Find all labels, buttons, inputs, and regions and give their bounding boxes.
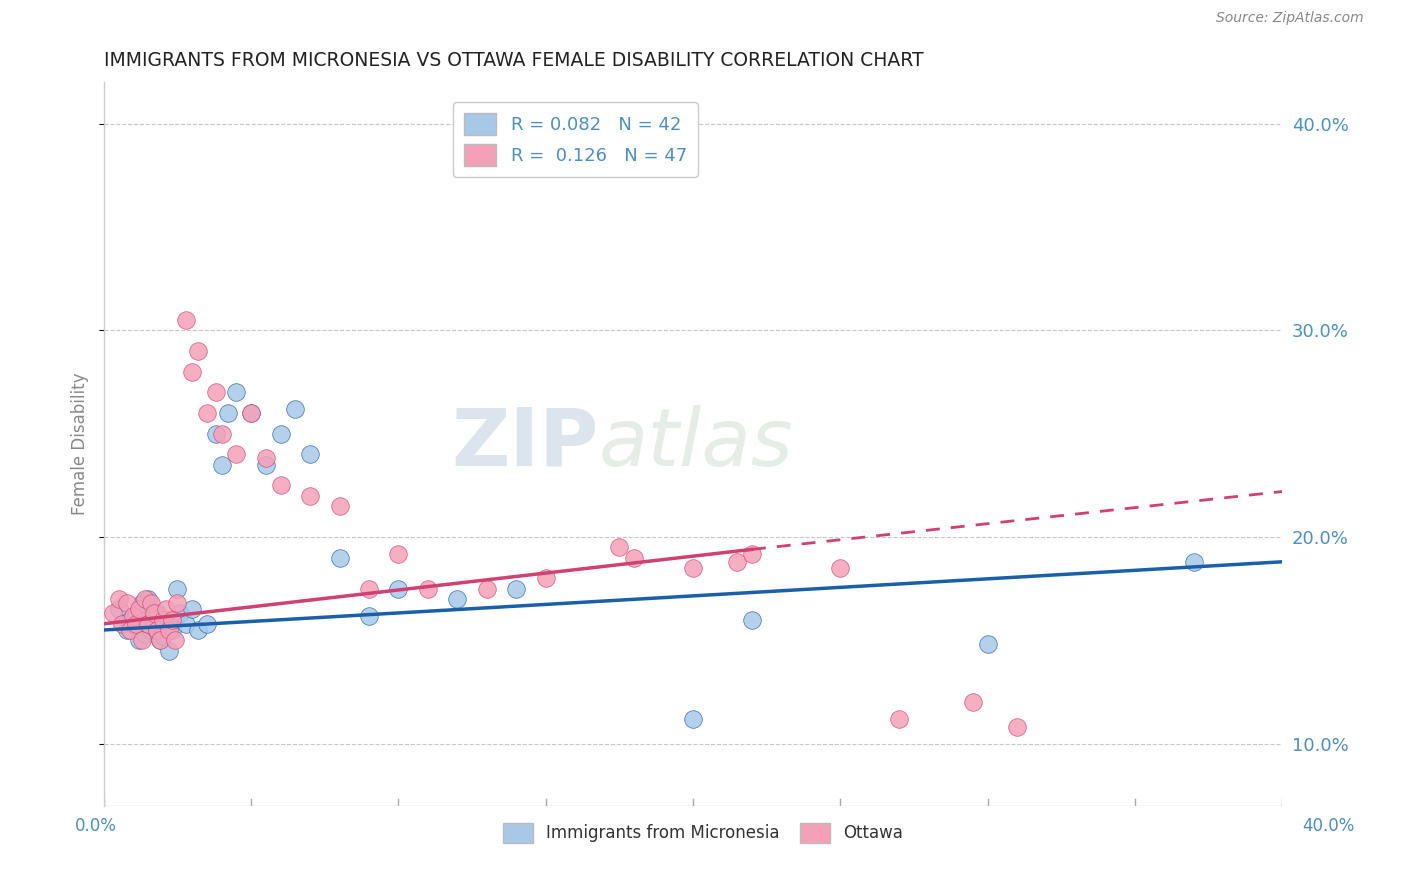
Point bbox=[146, 607, 169, 621]
Point bbox=[284, 401, 307, 416]
Point bbox=[254, 451, 277, 466]
Point bbox=[139, 596, 162, 610]
Point bbox=[195, 616, 218, 631]
Point bbox=[181, 365, 204, 379]
Point bbox=[107, 602, 129, 616]
Point bbox=[128, 633, 150, 648]
Point bbox=[357, 582, 380, 596]
Point bbox=[270, 426, 292, 441]
Point bbox=[299, 447, 322, 461]
Point bbox=[149, 633, 172, 648]
Point bbox=[609, 541, 631, 555]
Point bbox=[101, 607, 124, 621]
Text: 0.0%: 0.0% bbox=[75, 817, 117, 835]
Point bbox=[299, 489, 322, 503]
Point bbox=[120, 623, 142, 637]
Point bbox=[142, 616, 165, 631]
Point bbox=[240, 406, 263, 420]
Point bbox=[1005, 720, 1028, 734]
Point bbox=[134, 627, 156, 641]
Point bbox=[387, 547, 409, 561]
Point bbox=[195, 406, 218, 420]
Point bbox=[125, 608, 148, 623]
Point bbox=[446, 592, 468, 607]
Point bbox=[328, 499, 350, 513]
Point bbox=[505, 582, 527, 596]
Point bbox=[157, 623, 180, 637]
Point bbox=[741, 547, 763, 561]
Text: IMMIGRANTS FROM MICRONESIA VS OTTAWA FEMALE DISABILITY CORRELATION CHART: IMMIGRANTS FROM MICRONESIA VS OTTAWA FEM… bbox=[104, 51, 924, 70]
Point bbox=[682, 561, 704, 575]
Point bbox=[163, 613, 186, 627]
Point bbox=[225, 385, 247, 400]
Point bbox=[217, 406, 239, 420]
Point bbox=[122, 608, 145, 623]
Point bbox=[204, 385, 226, 400]
Point bbox=[117, 623, 139, 637]
Point bbox=[889, 712, 911, 726]
Point bbox=[117, 596, 139, 610]
Point bbox=[830, 561, 852, 575]
Point bbox=[125, 616, 148, 631]
Point bbox=[120, 613, 142, 627]
Point bbox=[181, 602, 204, 616]
Point bbox=[131, 633, 153, 648]
Point bbox=[160, 623, 183, 637]
Point bbox=[240, 406, 263, 420]
Point bbox=[741, 613, 763, 627]
Point bbox=[136, 616, 159, 631]
Point bbox=[139, 623, 162, 637]
Y-axis label: Female Disability: Female Disability bbox=[72, 373, 89, 516]
Point bbox=[328, 550, 350, 565]
Point bbox=[160, 613, 183, 627]
Point bbox=[110, 616, 132, 631]
Point bbox=[176, 313, 198, 327]
Point bbox=[131, 596, 153, 610]
Point bbox=[142, 607, 165, 621]
Point bbox=[357, 608, 380, 623]
Point bbox=[176, 616, 198, 631]
Point bbox=[166, 596, 188, 610]
Point bbox=[1182, 555, 1205, 569]
Point bbox=[128, 602, 150, 616]
Point bbox=[254, 458, 277, 472]
Point bbox=[155, 602, 177, 616]
Point bbox=[225, 447, 247, 461]
Point bbox=[211, 458, 233, 472]
Point bbox=[152, 629, 174, 643]
Point bbox=[107, 592, 129, 607]
Point bbox=[187, 623, 209, 637]
Point bbox=[211, 426, 233, 441]
Legend: R = 0.082   N = 42, R =  0.126   N = 47: R = 0.082 N = 42, R = 0.126 N = 47 bbox=[453, 103, 697, 177]
Point bbox=[270, 478, 292, 492]
Point bbox=[187, 343, 209, 358]
Point bbox=[157, 643, 180, 657]
Point bbox=[962, 695, 984, 709]
Point bbox=[387, 582, 409, 596]
Point bbox=[682, 712, 704, 726]
Point bbox=[725, 555, 748, 569]
Point bbox=[146, 623, 169, 637]
Text: atlas: atlas bbox=[599, 405, 793, 483]
Point bbox=[149, 633, 172, 648]
Point bbox=[169, 607, 191, 621]
Point bbox=[166, 582, 188, 596]
Point bbox=[163, 633, 186, 648]
Point bbox=[155, 613, 177, 627]
Point bbox=[122, 616, 145, 631]
Text: 40.0%: 40.0% bbox=[1302, 817, 1355, 835]
Text: ZIP: ZIP bbox=[451, 405, 599, 483]
Point bbox=[623, 550, 645, 565]
Point bbox=[534, 571, 557, 585]
Point bbox=[416, 582, 439, 596]
Point bbox=[136, 592, 159, 607]
Text: Source: ZipAtlas.com: Source: ZipAtlas.com bbox=[1216, 12, 1364, 25]
Point bbox=[475, 582, 498, 596]
Legend: Immigrants from Micronesia, Ottawa: Immigrants from Micronesia, Ottawa bbox=[496, 816, 910, 850]
Point bbox=[152, 613, 174, 627]
Point bbox=[134, 592, 156, 607]
Point bbox=[976, 637, 998, 651]
Point bbox=[204, 426, 226, 441]
